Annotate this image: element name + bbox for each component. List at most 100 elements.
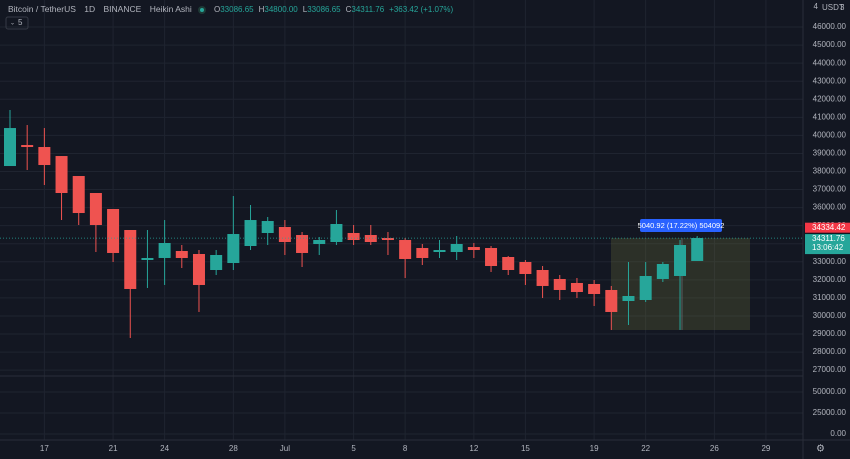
x-tick-label: 21 <box>109 444 118 453</box>
ohlc-value: 34311.76 <box>351 5 384 14</box>
x-tick-label: Jul <box>280 444 290 453</box>
candle-body <box>450 243 463 252</box>
x-tick-label: 24 <box>160 444 169 453</box>
candle-body <box>399 240 412 259</box>
candle-body <box>55 156 68 194</box>
countdown: 13:06:42 <box>812 243 844 252</box>
candle-body <box>124 230 137 289</box>
interval: 1D <box>84 4 95 14</box>
candle-body <box>296 235 309 253</box>
candle-body <box>364 235 377 243</box>
indicator-count: 5 <box>18 18 23 27</box>
ohlc-key: L <box>303 5 308 14</box>
y-tick-label: 46000.00 <box>813 22 847 31</box>
ohlc-value: 33086.65 <box>220 5 254 14</box>
y-tick-label: 41000.00 <box>813 112 847 121</box>
candle-body <box>691 238 704 261</box>
candle-body <box>416 248 429 258</box>
price-label: 34311.76 <box>812 234 845 243</box>
candle-body <box>622 296 635 302</box>
x-tick-label: 8 <box>403 444 408 453</box>
y-tick-label: 36000.00 <box>813 203 847 212</box>
ohlc-key: C <box>346 5 352 14</box>
candle-body <box>313 240 326 244</box>
price-label-bg <box>805 222 850 233</box>
x-tick-label: 29 <box>761 444 770 453</box>
candle-body <box>107 209 120 253</box>
y-tick-label: 33000.00 <box>813 257 847 266</box>
candle-body <box>570 282 583 292</box>
grid <box>0 0 803 440</box>
candle-body <box>381 238 394 241</box>
settings-icon[interactable]: ⚙ <box>816 444 825 455</box>
candle-body <box>261 221 274 233</box>
x-tick-label: 17 <box>40 444 49 453</box>
candle-body <box>536 269 549 286</box>
ohlc-value: 34800.00 <box>264 5 298 14</box>
candle-body <box>588 283 601 294</box>
y-tick-label: 43000.00 <box>813 76 847 85</box>
change: +363.42 (+1.07%) <box>389 5 453 14</box>
candle-body <box>674 245 687 276</box>
scale-badge: 3 <box>840 3 845 12</box>
candle-body <box>433 250 446 252</box>
price-label: 34334.42 <box>812 223 846 232</box>
y2-tick-label: 50000.00 <box>813 387 847 396</box>
candle-body <box>519 261 532 274</box>
status-dot <box>200 8 204 12</box>
y-tick-label: 30000.00 <box>813 311 847 320</box>
candle-body <box>4 128 16 167</box>
x-tick-label: 19 <box>590 444 599 453</box>
ohlc-key: O <box>214 5 220 14</box>
ohlc: O33086.65 H34800.00 L33086.65 C34311.76 +363… <box>214 5 454 14</box>
y2-tick-label: 25000.00 <box>813 408 847 417</box>
candle-body <box>21 145 34 148</box>
candle-body <box>347 233 360 241</box>
header: Bitcoin / TetherUS 1D BINANCE Heikin Ash… <box>8 4 192 14</box>
candle-body <box>605 289 618 312</box>
y-tick-label: 37000.00 <box>813 185 847 194</box>
candle-body <box>656 264 669 279</box>
candle-body <box>38 147 51 166</box>
candle-body <box>192 254 205 285</box>
candle-body <box>485 248 498 267</box>
candle-body <box>278 227 291 243</box>
candle-body <box>502 256 515 270</box>
y-tick-label: 28000.00 <box>813 347 847 356</box>
symbol: Bitcoin / TetherUS <box>8 4 76 14</box>
indicator-toggle[interactable] <box>5 16 29 30</box>
candle-body <box>158 243 171 258</box>
annotation-box <box>640 219 722 232</box>
candles <box>4 110 704 338</box>
currency: USDT <box>822 3 844 12</box>
y-tick-label: 42000.00 <box>813 94 847 103</box>
x-tick-label: 26 <box>710 444 719 453</box>
candle-body <box>227 234 240 264</box>
ohlc-value: 33086.65 <box>307 5 341 14</box>
annotation: 5040.92 (17.22%) 504092 <box>638 221 725 230</box>
y-tick-label: 38000.00 <box>813 167 847 176</box>
y-tick-label: 40000.00 <box>813 130 847 139</box>
candle-body <box>553 278 566 290</box>
price-label-bg <box>805 234 850 255</box>
corner: 4 <box>814 2 819 11</box>
y2-tick-label: 0.00 <box>830 429 846 438</box>
y-tick-label: 44000.00 <box>813 58 847 67</box>
y-tick-label: 45000.00 <box>813 40 847 49</box>
x-tick-label: 22 <box>641 444 650 453</box>
y-tick-label: 29000.00 <box>813 329 847 338</box>
candle-body <box>244 220 257 247</box>
y-tick-label: 31000.00 <box>813 293 847 302</box>
candle-body <box>72 176 85 214</box>
ohlc-key: H <box>259 5 265 14</box>
candle-body <box>639 275 652 300</box>
candle-body <box>330 224 343 243</box>
candle-body <box>467 247 480 251</box>
candle-body <box>210 254 223 270</box>
candle-body <box>175 251 188 258</box>
x-tick-label: 5 <box>351 444 356 453</box>
x-tick-label: 15 <box>521 444 530 453</box>
y-tick-label: 32000.00 <box>813 275 847 284</box>
style: Heikin Ashi <box>150 4 192 14</box>
